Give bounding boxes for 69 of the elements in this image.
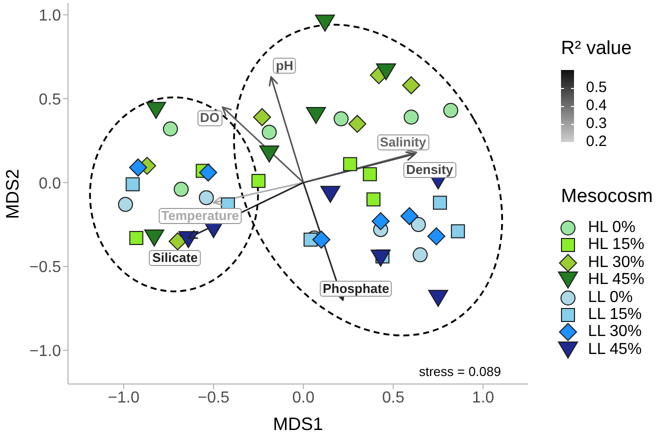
- x-tick-label: 1.0: [472, 389, 494, 406]
- y-tick-label: 0.0: [38, 175, 62, 192]
- point: [118, 196, 133, 212]
- x-tick-label: −1.0: [108, 389, 140, 406]
- point: [432, 196, 447, 210]
- point: [366, 192, 380, 206]
- point: [443, 102, 458, 118]
- legend-label: LL 45%: [588, 340, 642, 358]
- legend-label: HL 15%: [588, 236, 644, 254]
- color-bar-label: 0.5: [586, 79, 607, 97]
- series-label: pH: [276, 58, 294, 73]
- x-tick-label: 0.0: [292, 389, 315, 406]
- y-tick-label: −1.0: [29, 343, 62, 360]
- series-label: Temperature: [161, 208, 240, 223]
- legend-label: HL 0%: [588, 219, 636, 236]
- point: [400, 207, 418, 226]
- point: [162, 121, 178, 136]
- color-bar-label: 0.3: [586, 115, 607, 133]
- point: [126, 177, 140, 192]
- y-tick-label: 1.0: [38, 7, 62, 24]
- point: [314, 14, 335, 32]
- point: [259, 146, 280, 163]
- point: [348, 114, 366, 133]
- series-label: Salinity: [380, 134, 426, 150]
- point: [404, 110, 419, 125]
- point: [262, 124, 277, 140]
- point: [198, 190, 214, 206]
- legend-label: HL 45%: [588, 271, 644, 288]
- x-tick-label: −0.5: [198, 389, 230, 406]
- point: [334, 111, 349, 126]
- legend-label: LL 0%: [588, 288, 633, 306]
- point: [129, 158, 148, 176]
- point: [412, 247, 428, 262]
- color-bar-title: R² value: [561, 38, 632, 59]
- point: [146, 102, 166, 119]
- point: [312, 230, 330, 249]
- point: [376, 63, 396, 80]
- series-label: DO: [200, 110, 220, 126]
- point: [251, 174, 266, 188]
- point: [427, 227, 446, 246]
- y-axis-title: MDS2: [2, 168, 22, 219]
- legend-label: LL 30%: [588, 323, 642, 340]
- x-axis-title: MDS1: [272, 414, 324, 434]
- point: [144, 229, 164, 246]
- point: [410, 217, 426, 232]
- point: [306, 106, 326, 124]
- series-label: Phosphate: [322, 280, 390, 296]
- y-tick-label: −0.5: [29, 259, 62, 276]
- color-bar-label: 0.4: [586, 97, 607, 115]
- color-bar-label: 0.2: [586, 133, 607, 151]
- x-tick-label: 0.5: [382, 389, 404, 406]
- series-label: Silicate: [152, 250, 198, 265]
- legend-title: Mesocosm: [561, 186, 653, 207]
- point: [372, 212, 390, 230]
- point: [450, 224, 465, 238]
- point: [320, 186, 340, 203]
- annotation: stress = 0.089: [418, 364, 501, 379]
- point: [199, 164, 218, 182]
- point: [370, 250, 391, 267]
- point: [129, 230, 144, 245]
- point: [168, 232, 187, 250]
- point: [402, 76, 420, 94]
- legend-label: LL 15%: [588, 306, 642, 323]
- point: [428, 290, 448, 307]
- series-label: Density: [406, 162, 454, 178]
- point: [253, 108, 272, 126]
- point: [174, 182, 189, 197]
- legend-label: HL 30%: [588, 254, 644, 271]
- y-tick-label: 0.5: [38, 91, 62, 108]
